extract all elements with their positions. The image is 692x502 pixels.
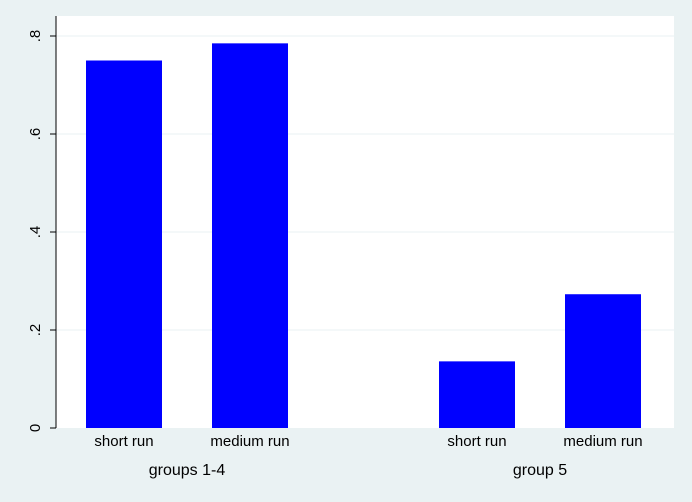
y-tick-label: .6 [27, 128, 44, 141]
category-label: short run [94, 433, 153, 450]
bar [565, 294, 641, 428]
y-axis: 0 .2 .4 .6 .8 [27, 16, 57, 432]
group-label: group 5 [513, 462, 567, 479]
bar [212, 43, 288, 428]
y-tick-label: .8 [27, 30, 44, 43]
y-tick-label: .2 [27, 324, 44, 337]
bars [86, 43, 641, 428]
y-tick-label: 0 [27, 424, 44, 432]
bar [439, 361, 515, 428]
category-label: short run [447, 433, 506, 450]
y-tick-label: .4 [27, 226, 44, 239]
bar [86, 60, 162, 428]
group-label: groups 1-4 [149, 462, 226, 479]
category-labels: short run medium run groups 1-4 short run me… [94, 433, 642, 479]
category-label: medium run [210, 433, 289, 450]
category-label: medium run [563, 433, 642, 450]
